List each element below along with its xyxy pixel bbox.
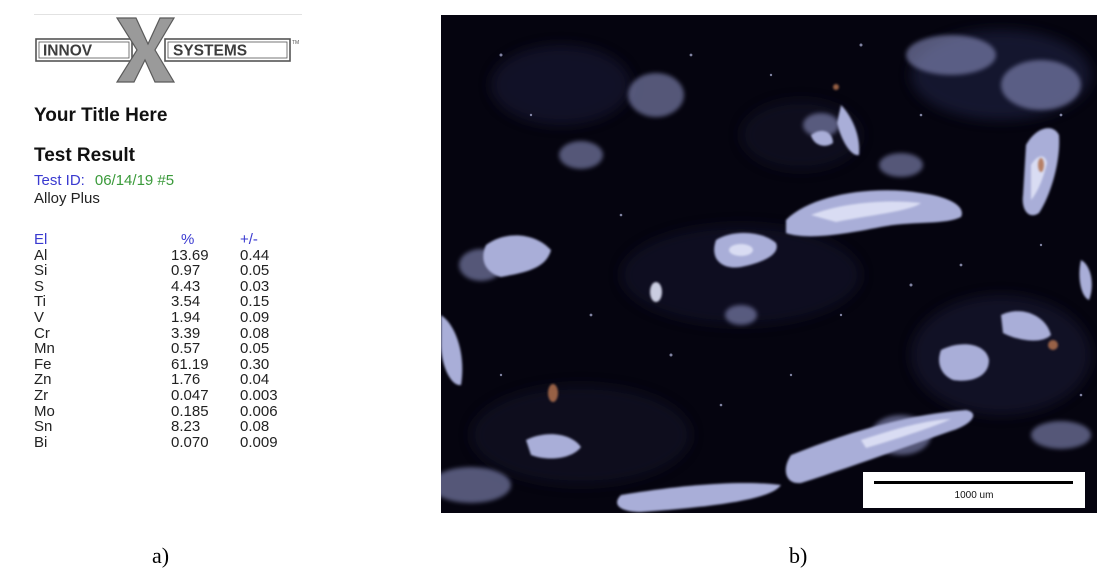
analysis-mode: Alloy Plus (34, 190, 100, 207)
element-cell: Bi (34, 433, 48, 451)
percent-cell: 13.69 (171, 246, 209, 264)
element-cell: Zn (34, 371, 52, 389)
percent-cell: 8.23 (171, 418, 201, 436)
error-cell: 0.009 (240, 433, 278, 451)
test-id-value: 06/14/19 #5 (94, 172, 175, 189)
element-cell: S (34, 277, 45, 295)
percent-cell: 4.43 (171, 277, 201, 295)
caption-b: b) (789, 543, 808, 568)
error-cell: 0.30 (240, 355, 270, 373)
percent-cell: 3.54 (171, 293, 201, 311)
report-top-rule (34, 14, 302, 15)
element-cell: Fe (34, 355, 52, 373)
scale-bar-label: 1000 um (954, 490, 994, 501)
error-cell: 0.44 (240, 246, 270, 264)
logo-left-text: INNOV (43, 43, 93, 60)
error-cell: 0.006 (240, 402, 278, 420)
error-cell: 0.05 (240, 262, 270, 280)
logo-trademark: TM (292, 40, 299, 46)
error-cell: 0.08 (240, 418, 270, 436)
micrograph-image: 1000 um (441, 15, 1097, 513)
test-id-label: Test ID: (34, 172, 85, 189)
error-cell: 0.09 (240, 308, 270, 326)
percent-cell: 0.57 (171, 340, 201, 358)
element-cell: V (34, 308, 45, 326)
percent-cell: 1.76 (171, 371, 201, 389)
error-cell: 0.05 (240, 340, 270, 358)
element-cell: Ti (34, 293, 46, 311)
innov-x-systems-logo: INNOV SYSTEMS TM (34, 16, 308, 84)
element-cell: Cr (34, 324, 50, 342)
percent-cell: 1.94 (171, 308, 201, 326)
error-cell: 0.15 (240, 293, 270, 311)
error-cell: 0.04 (240, 371, 270, 389)
header-error: +/- (240, 231, 258, 248)
percent-cell: 0.047 (171, 386, 209, 404)
header-percent: % (181, 231, 195, 248)
scale-bar (874, 481, 1073, 484)
element-cell: Si (34, 262, 48, 280)
report-title: Your Title Here (34, 105, 168, 126)
test-id-line: Test ID: 06/14/19 #5 (34, 172, 174, 189)
section-title: Test Result (34, 145, 136, 166)
test-report-panel: INNOV SYSTEMS TM Your Title Here Test Re… (34, 14, 308, 514)
caption-a: a) (152, 543, 170, 568)
header-element: El (34, 231, 48, 248)
percent-cell: 0.97 (171, 262, 201, 280)
element-cell: Zr (34, 386, 49, 404)
scale-bar-box: 1000 um (863, 472, 1085, 508)
percent-cell: 3.39 (171, 324, 201, 342)
element-cell: Al (34, 246, 48, 264)
error-cell: 0.08 (240, 324, 270, 342)
percent-cell: 0.070 (171, 433, 209, 451)
percent-cell: 0.185 (171, 402, 209, 420)
error-cell: 0.003 (240, 386, 278, 404)
logo-right-text: SYSTEMS (173, 43, 247, 60)
element-cell: Mn (34, 340, 55, 358)
element-cell: Mo (34, 402, 55, 420)
percent-cell: 61.19 (171, 355, 209, 373)
element-cell: Sn (34, 418, 53, 436)
error-cell: 0.03 (240, 277, 270, 295)
